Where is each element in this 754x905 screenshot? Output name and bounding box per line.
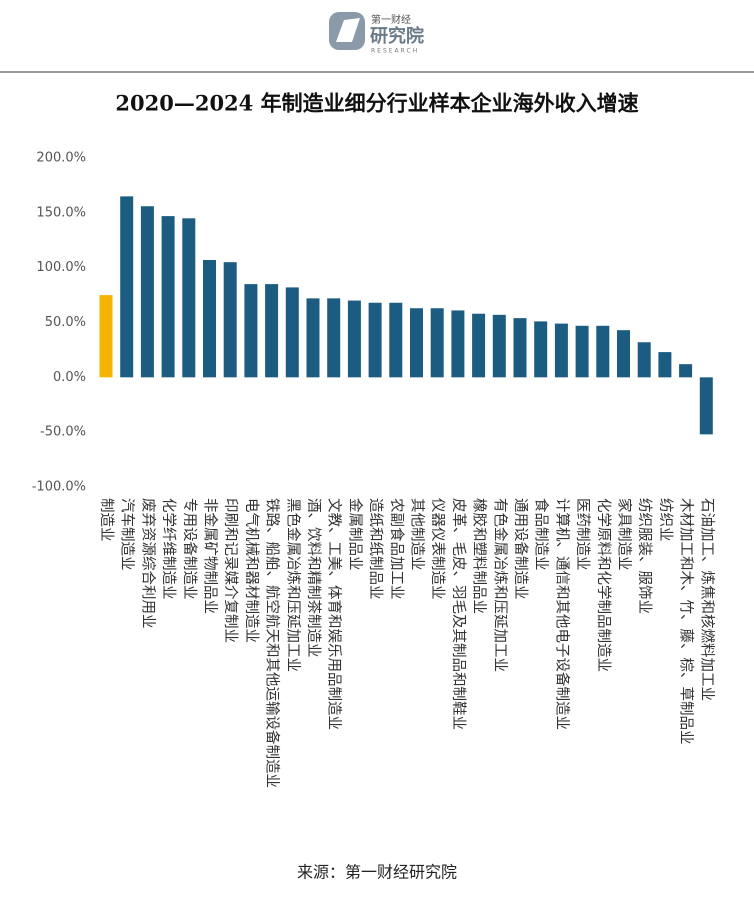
x-tick-label: 其他制造业 (409, 498, 426, 571)
x-tick-label: 化学纤维制造业 (160, 498, 177, 600)
x-tick-label: 化学原料和化学制品制造业 (595, 498, 612, 672)
x-tick-label: 制造业 (98, 498, 115, 542)
x-tick-label: 食品制造业 (533, 498, 550, 571)
bar (223, 262, 237, 378)
bar (596, 325, 610, 378)
bar (161, 216, 175, 378)
x-tick-label: 纺织服装、服饰业 (636, 498, 653, 614)
logo-brand: 研究院 (370, 25, 424, 47)
bar (492, 314, 506, 378)
x-tick-label: 造纸和纸制品业 (367, 498, 384, 600)
x-tick-label: 文教、工美、体育和娱乐用品制造业 (326, 498, 343, 730)
x-tick-label: 铁路、船舶、航空航天和其他运输设备制造业 (264, 498, 281, 788)
bar (699, 377, 713, 435)
x-tick-label: 农副食品加工业 (388, 498, 405, 600)
x-tick-label: 电气机械和器材制造业 (243, 498, 260, 643)
x-tick-label: 木材加工和木、竹、藤、棕、草制品业 (678, 498, 695, 745)
bar (99, 295, 113, 378)
x-tick-label: 仪器仪表制造业 (429, 498, 446, 600)
bar (430, 308, 444, 378)
bar (534, 321, 548, 378)
bar (410, 308, 423, 378)
x-tick-label: 皮革、毛皮、羽毛及其制品和制鞋业 (450, 498, 467, 730)
bar (265, 284, 279, 378)
bar (472, 313, 486, 378)
y-tick-label: 0.0% (53, 370, 86, 385)
bar (327, 298, 341, 378)
y-tick-label: 50.0% (45, 315, 86, 330)
x-tick-label: 汽车制造业 (119, 498, 136, 571)
bar (203, 259, 216, 378)
bar (285, 287, 299, 378)
bar (368, 302, 382, 378)
x-tick-label: 橡胶和塑料制品业 (471, 498, 488, 614)
x-tick-label: 黑色金属冶炼和压延加工业 (284, 498, 301, 672)
bar (575, 325, 589, 378)
bar (554, 323, 568, 378)
source: 来源：第一财经研究院 (297, 863, 457, 882)
x-tick-label: 金属制品业 (346, 498, 363, 571)
x-tick-label: 专用设备制造业 (181, 498, 198, 600)
x-tick-label: 石油加工、炼焦和核燃料加工业 (698, 498, 716, 701)
bar (120, 196, 134, 378)
x-tick-label: 酒、饮料和精制茶制造业 (305, 498, 322, 658)
x-tick-label: 印刷和记录媒介复制业 (222, 498, 240, 643)
bar (637, 342, 651, 378)
bar (140, 206, 154, 378)
bar (679, 364, 693, 378)
logo-sub: RESEARCH (371, 48, 419, 55)
bar (306, 298, 320, 378)
logo-name: 第一财经 (371, 13, 411, 26)
y-tick-label: 200.0% (36, 151, 86, 166)
bar (244, 284, 258, 378)
y-tick-label: 100.0% (36, 260, 86, 275)
x-tick-label: 通用设备制造业 (512, 498, 529, 600)
y-tick-label: -100.0% (32, 480, 86, 495)
bar (658, 352, 672, 378)
logo-glyph (336, 18, 360, 42)
bar (617, 330, 630, 378)
x-tick-label: 废弃资源综合利用业 (139, 498, 156, 629)
x-tick-label: 非金属矿物制品业 (202, 498, 219, 614)
bar (389, 302, 403, 378)
bar (182, 218, 196, 378)
bar (347, 300, 361, 378)
y-tick-label: -50.0% (40, 425, 86, 440)
bar (451, 310, 465, 378)
y-tick-label: 150.0% (36, 205, 86, 220)
x-tick-label: 家具制造业 (616, 498, 633, 571)
bar (513, 318, 527, 378)
x-tick-label: 医药制造业 (574, 498, 591, 571)
x-tick-label: 有色金属冶炼和压延加工业 (491, 498, 508, 672)
x-tick-label: 计算机、通信和其他电子设备制造业 (553, 498, 570, 730)
chart-title: 2020—2024 年制造业细分行业样本企业海外收入增速 (115, 91, 638, 116)
x-tick-label: 纺织业 (657, 498, 674, 542)
